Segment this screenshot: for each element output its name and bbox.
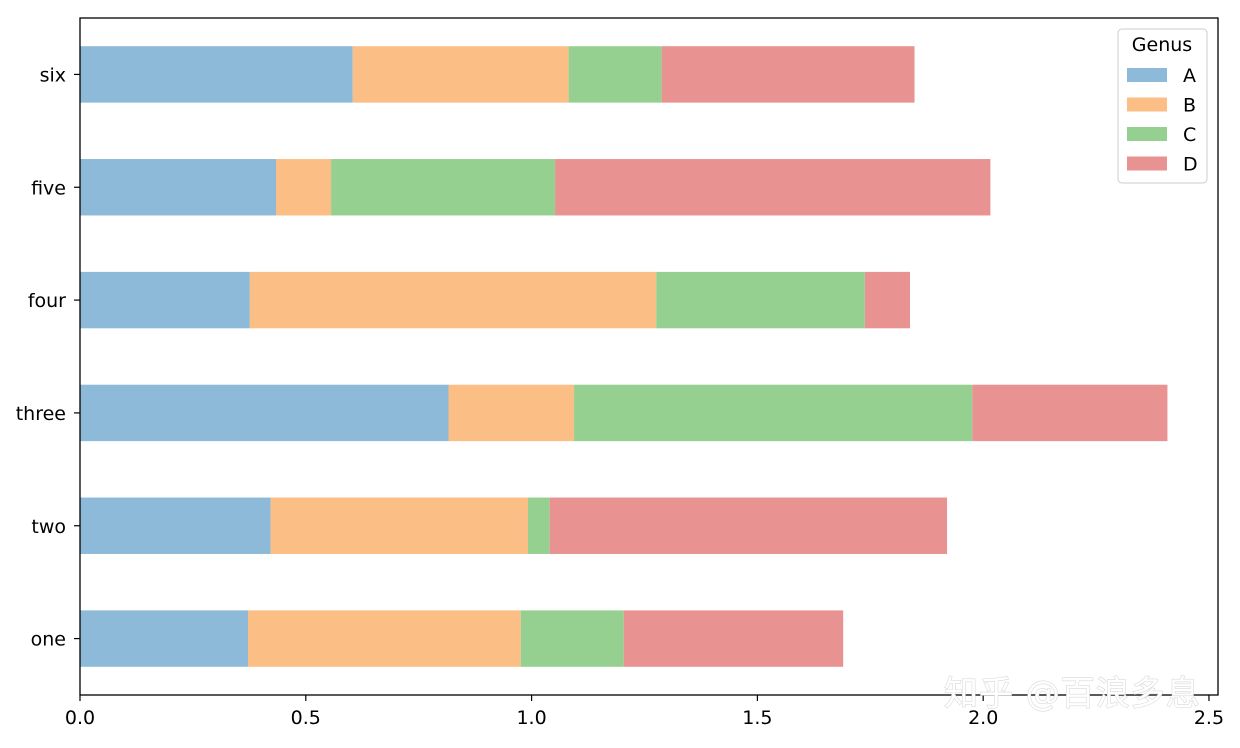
y-tick-label: two xyxy=(31,516,66,538)
x-tick-label: 1.0 xyxy=(516,707,546,729)
bar-one-B xyxy=(247,610,521,667)
bar-six-D xyxy=(661,46,915,103)
y-tick-label: five xyxy=(31,177,66,199)
bar-one-A xyxy=(80,610,248,667)
x-tick-label: 2.0 xyxy=(968,707,998,729)
bar-five-B xyxy=(275,159,332,216)
x-tick-label: 2.5 xyxy=(1194,707,1224,729)
plot-frame xyxy=(79,17,1219,696)
bar-two-D xyxy=(549,497,948,554)
bar-four-C xyxy=(656,271,865,329)
y-tick-label: six xyxy=(40,64,66,86)
bar-five-A xyxy=(80,159,276,216)
legend-label-B: B xyxy=(1183,95,1196,117)
legend-label-A: A xyxy=(1183,65,1196,87)
legend-label-C: C xyxy=(1183,124,1196,146)
bar-four-D xyxy=(864,271,911,329)
bar-one-C xyxy=(520,610,624,667)
watermark: 知乎 @百浪多息 xyxy=(944,674,1201,714)
legend-swatch-C xyxy=(1127,127,1167,141)
legend-swatch-B xyxy=(1127,97,1167,112)
bar-five-C xyxy=(331,159,556,216)
legend-swatch-A xyxy=(1127,68,1167,82)
bar-six-B xyxy=(352,46,569,103)
x-axis: 0.0 0.5 1.0 1.5 2.0 2.5 xyxy=(65,695,1224,729)
bar-five-D xyxy=(555,159,991,216)
bar-four-A xyxy=(80,271,250,329)
bar-six-C xyxy=(568,46,662,103)
bar-two-B xyxy=(270,497,528,554)
bar-two-C xyxy=(527,497,550,554)
x-tick-label: 0.5 xyxy=(291,707,321,729)
legend-swatch-D xyxy=(1127,156,1167,171)
bar-four-B xyxy=(249,271,657,329)
bar-two-A xyxy=(80,497,271,554)
x-tick-label: 0.0 xyxy=(65,707,95,729)
y-tick-label: four xyxy=(28,290,66,312)
bar-six-A xyxy=(80,46,353,103)
legend-label-D: D xyxy=(1183,154,1198,176)
bar-one-D xyxy=(623,610,844,667)
bars-layer xyxy=(80,46,1168,667)
bar-three-C xyxy=(574,384,973,442)
legend-title: Genus xyxy=(1132,34,1192,56)
y-tick-label: one xyxy=(31,629,66,651)
bar-three-B xyxy=(448,384,575,442)
y-tick-label: three xyxy=(16,403,66,425)
bar-three-D xyxy=(972,384,1168,442)
bar-three-A xyxy=(80,384,449,442)
y-axis: one two three four five six xyxy=(16,64,80,651)
x-tick-label: 1.5 xyxy=(742,707,772,729)
